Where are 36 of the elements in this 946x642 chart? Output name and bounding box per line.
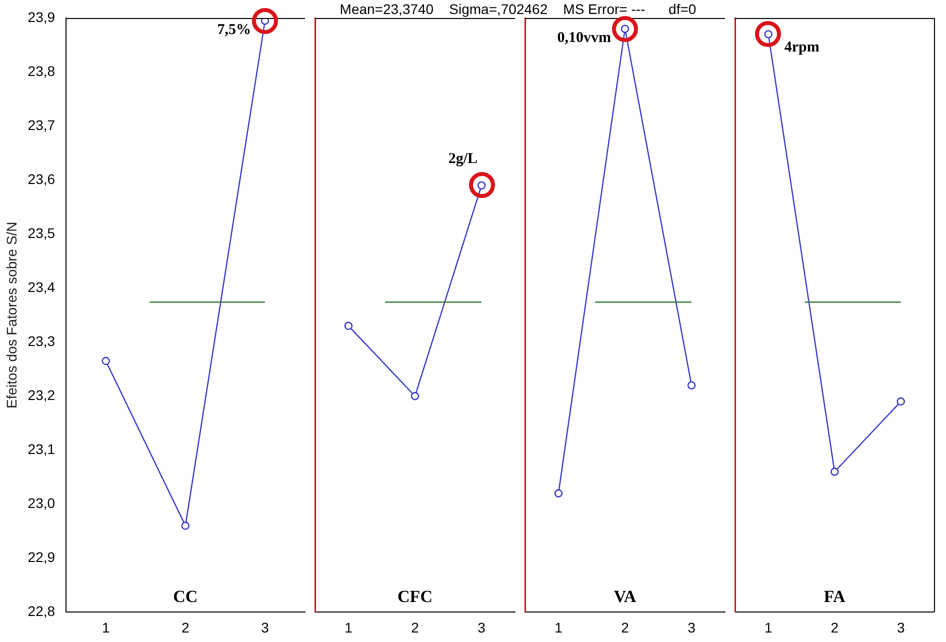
x-tick-label: 1 (764, 619, 772, 636)
y-tick-label: 23,2 (28, 386, 56, 403)
annotation: CFC (398, 587, 432, 606)
y-tick-label: 22,9 (28, 549, 56, 566)
x-tick-label: 1 (344, 619, 353, 636)
x-tick-label: 3 (688, 619, 696, 636)
y-tick-label: 23,6 (28, 170, 56, 187)
annotation: 7,5% (217, 22, 252, 38)
point (181, 522, 190, 530)
y-axis-title: Efeitos dos Fatores sobre S/N (3, 222, 20, 408)
x-tick-label: 3 (896, 619, 905, 636)
y-tick-label: 23,8 (28, 62, 56, 79)
annotation: 4rpm (784, 40, 820, 56)
x-tick-label: 1 (102, 619, 110, 636)
y-tick-label: 23,5 (28, 224, 56, 241)
x-tick-label: 2 (621, 619, 630, 636)
y-tick-label: 23,1 (28, 441, 56, 458)
x-tick-label: 3 (478, 619, 486, 636)
annotation: FA (824, 587, 846, 606)
point (102, 356, 110, 366)
x-tick-label: 3 (261, 619, 270, 636)
text: Mean=23,3740 Sigma=,702462 MS Error= --- df=0 (340, 1, 696, 17)
annotation: VA (614, 587, 637, 606)
y-tick-label: 23,4 (28, 278, 56, 295)
annotation: CC (173, 587, 198, 606)
annotation: 0,10vvm (557, 30, 612, 46)
x-tick-label: 2 (830, 619, 839, 636)
x-tick-label: 2 (411, 619, 420, 636)
x-tick-label: 2 (182, 619, 190, 636)
y-tick-label: 23,7 (28, 116, 56, 133)
x-tick-label: 1 (554, 619, 563, 636)
y-tick-label: 23,0 (28, 495, 56, 512)
y-tick-label: 23,3 (28, 332, 56, 349)
annotation: 2g/L (448, 150, 478, 167)
y-tick-label: 22,8 (28, 603, 56, 620)
y-tick-label: 23,9 (28, 8, 56, 25)
